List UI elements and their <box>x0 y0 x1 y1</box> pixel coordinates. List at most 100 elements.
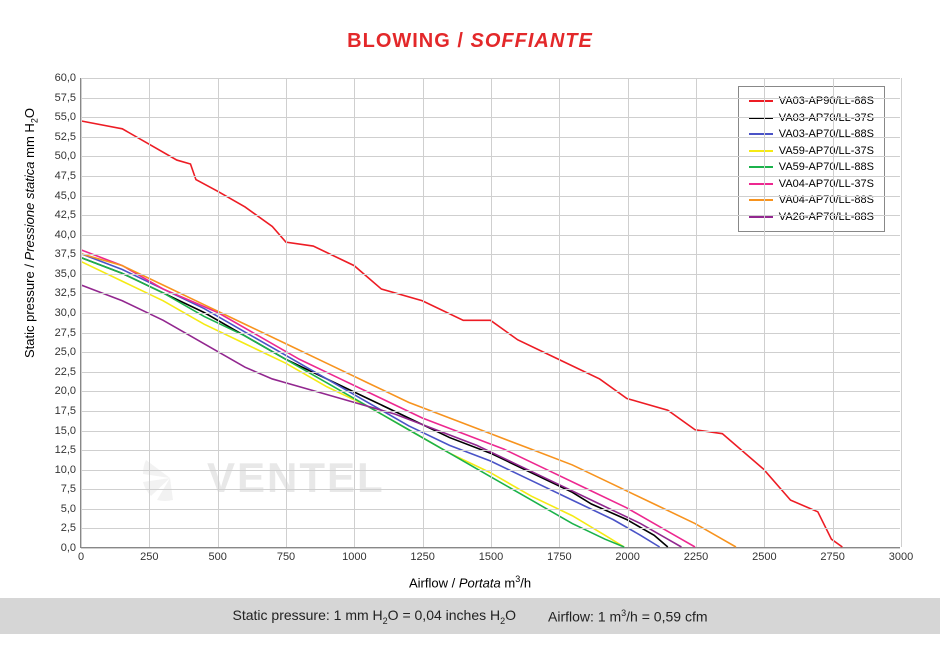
y-tick-label: 2,5 <box>41 522 81 534</box>
y-tick-label: 52,5 <box>41 131 81 143</box>
ylabel-italic: Pressione statica <box>22 161 37 260</box>
grid-line-v <box>628 78 629 547</box>
grid-line-v <box>833 78 834 547</box>
chart-title: BLOWING / SOFFIANTE <box>0 0 940 68</box>
y-tick-label: 5,0 <box>41 503 81 515</box>
ylabel-plain: Static pressure <box>22 271 37 358</box>
footer-left-pre: Static pressure: 1 mm H <box>233 607 383 623</box>
y-tick-label: 35,0 <box>41 268 81 280</box>
grid-line-v <box>81 78 82 547</box>
legend-swatch <box>749 199 773 201</box>
legend-row: VA26-AP70/LL-88S <box>749 209 874 226</box>
grid-line-v <box>764 78 765 547</box>
y-tick-label: 20,0 <box>41 385 81 397</box>
legend-swatch <box>749 183 773 185</box>
grid-line-v <box>286 78 287 547</box>
footer-left-mid: O = 0,04 inches H <box>388 607 500 623</box>
legend-label: VA26-AP70/LL-88S <box>779 209 874 226</box>
xlabel-plain: Airflow <box>409 575 448 590</box>
x-tick-label: 2000 <box>615 547 639 563</box>
legend-swatch <box>749 166 773 168</box>
legend-row: VA03-AP90/LL-88S <box>749 93 874 110</box>
chart-area: Static pressure / Pressione statica mm H… <box>0 68 940 598</box>
ylabel-unit-sub: 2 <box>30 118 40 123</box>
x-axis-label: Airflow / Portata m3/h <box>0 574 940 590</box>
grid-line-v <box>149 78 150 547</box>
grid-line-v <box>491 78 492 547</box>
legend-label: VA04-AP70/LL-37S <box>779 176 874 193</box>
footer-bar: Static pressure: 1 mm H2O = 0,04 inches … <box>0 598 940 634</box>
legend-label: VA59-AP70/LL-88S <box>779 159 874 176</box>
series-line <box>81 121 842 547</box>
legend-swatch <box>749 150 773 152</box>
footer-left-suf: O <box>505 607 516 623</box>
y-tick-label: 42,5 <box>41 209 81 221</box>
y-tick-label: 40,0 <box>41 229 81 241</box>
y-tick-label: 15,0 <box>41 425 81 437</box>
y-tick-label: 25,0 <box>41 346 81 358</box>
x-tick-label: 2500 <box>752 547 776 563</box>
series-line <box>81 285 681 547</box>
legend: VA03-AP90/LL-88SVA03-AP70/LL-37SVA03-AP7… <box>738 86 885 232</box>
y-tick-label: 47,5 <box>41 170 81 182</box>
plot-region: VENTEL VA03-AP90/LL-88SVA03-AP70/LL-37SV… <box>80 78 900 548</box>
x-tick-label: 1000 <box>342 547 366 563</box>
ylabel-sep: / <box>22 260 37 271</box>
x-tick-label: 1500 <box>479 547 503 563</box>
legend-label: VA04-AP70/LL-88S <box>779 192 874 209</box>
legend-swatch <box>749 133 773 135</box>
grid-line-v <box>696 78 697 547</box>
y-tick-label: 7,5 <box>41 483 81 495</box>
legend-label: VA03-AP70/LL-88S <box>779 126 874 143</box>
grid-line-v <box>354 78 355 547</box>
x-tick-label: 0 <box>78 547 84 563</box>
y-tick-label: 60,0 <box>41 72 81 84</box>
y-tick-label: 37,5 <box>41 248 81 260</box>
grid-line-v <box>559 78 560 547</box>
grid-line-v <box>218 78 219 547</box>
x-tick-label: 750 <box>277 547 295 563</box>
title-sep: / <box>451 30 471 52</box>
footer-right-suf: /h = 0,59 cfm <box>626 608 707 624</box>
legend-row: VA03-AP70/LL-88S <box>749 126 874 143</box>
x-tick-label: 500 <box>208 547 226 563</box>
y-tick-label: 0,0 <box>41 542 81 554</box>
legend-row: VA04-AP70/LL-37S <box>749 176 874 193</box>
y-tick-label: 27,5 <box>41 327 81 339</box>
y-tick-label: 30,0 <box>41 307 81 319</box>
title-main: BLOWING <box>347 30 451 52</box>
y-tick-label: 32,5 <box>41 287 81 299</box>
y-tick-label: 45,0 <box>41 190 81 202</box>
series-line <box>81 254 736 547</box>
ylabel-unit-pre: mm H <box>22 123 37 161</box>
footer-right-pre: Airflow: 1 m <box>548 608 621 624</box>
grid-line-v <box>901 78 902 547</box>
y-tick-label: 12,5 <box>41 444 81 456</box>
x-tick-label: 2250 <box>684 547 708 563</box>
y-tick-label: 57,5 <box>41 92 81 104</box>
legend-row: VA04-AP70/LL-88S <box>749 192 874 209</box>
y-tick-label: 22,5 <box>41 366 81 378</box>
xlabel-sep: / <box>448 575 459 590</box>
x-tick-label: 2750 <box>820 547 844 563</box>
legend-label: VA03-AP90/LL-88S <box>779 93 874 110</box>
title-italic: SOFFIANTE <box>470 30 592 52</box>
y-tick-label: 10,0 <box>41 464 81 476</box>
x-tick-label: 1750 <box>547 547 571 563</box>
footer-left: Static pressure: 1 mm H2O = 0,04 inches … <box>233 607 517 626</box>
y-tick-label: 55,0 <box>41 111 81 123</box>
series-line <box>81 262 624 547</box>
legend-swatch <box>749 100 773 102</box>
y-axis-label: Static pressure / Pressione statica mm H… <box>22 108 40 358</box>
ylabel-unit-suf: O <box>22 108 37 118</box>
xlabel-unit-suf: /h <box>520 575 531 590</box>
x-tick-label: 1250 <box>410 547 434 563</box>
x-tick-label: 250 <box>140 547 158 563</box>
y-tick-label: 17,5 <box>41 405 81 417</box>
x-tick-label: 3000 <box>889 547 913 563</box>
footer-right: Airflow: 1 m3/h = 0,59 cfm <box>548 608 707 625</box>
xlabel-unit-pre: m <box>501 575 515 590</box>
xlabel-italic: Portata <box>459 575 501 590</box>
grid-line-v <box>423 78 424 547</box>
legend-row: VA59-AP70/LL-88S <box>749 159 874 176</box>
